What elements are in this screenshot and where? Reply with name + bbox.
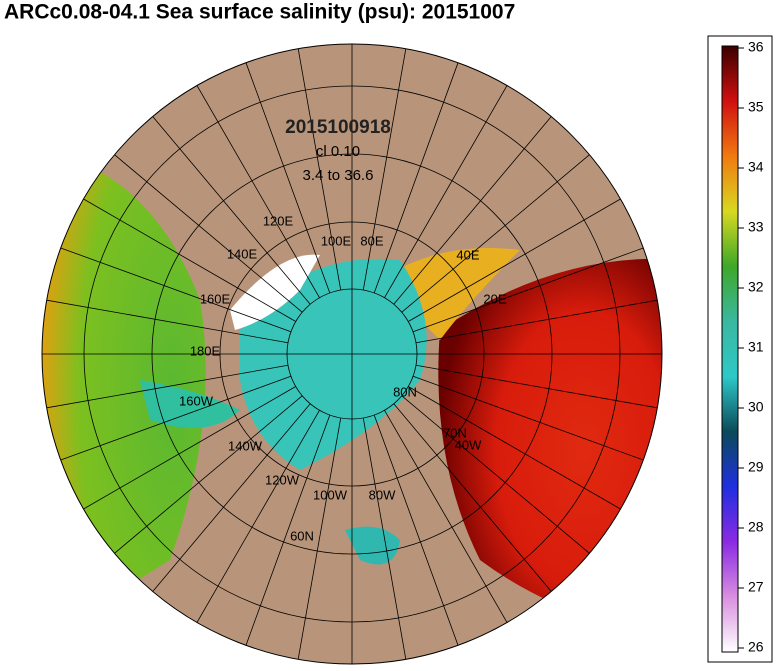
map-border <box>41 43 663 665</box>
meridians <box>42 44 662 664</box>
meridian <box>408 198 621 322</box>
colorbar-tick-label: 32 <box>748 279 764 295</box>
colorbar-frame <box>707 35 773 663</box>
meridian <box>152 403 311 592</box>
meridian <box>60 247 292 333</box>
meridian <box>297 48 342 291</box>
title: ARCc0.08-04.1 Sea surface salinity (psu)… <box>4 1 515 24</box>
colorbar-tick-label: 30 <box>748 399 764 415</box>
colorbar-ticks: 26 27 28 29 30 31 32 33 34 35 36 <box>738 39 764 655</box>
meridian <box>196 85 320 298</box>
date-label: 2015100918 <box>285 117 391 138</box>
meridian <box>362 48 407 291</box>
graticule-label: 100E <box>321 233 352 248</box>
meridian <box>412 375 644 461</box>
graticule-labels: 120E 140E 100E 80E 40E 160E 20E 180E 160W 80N 70N 1… <box>179 213 507 543</box>
meridian <box>415 299 658 344</box>
meridian <box>384 85 508 298</box>
graticule-label: 60N <box>290 528 314 543</box>
graticule-label: 80N <box>393 384 417 399</box>
meridian <box>152 116 311 305</box>
colorbar-tick-label: 35 <box>748 99 764 115</box>
colorbar-tick-label: 28 <box>748 519 764 535</box>
colorbar-tick-label: 36 <box>748 39 764 55</box>
meridian <box>114 154 303 313</box>
graticule-label: 40W <box>455 437 482 452</box>
meridian <box>245 62 331 294</box>
meridian <box>401 154 590 313</box>
graticule-label: 120E <box>263 213 294 228</box>
colorbar-tick-label: 29 <box>748 459 764 475</box>
meridian <box>114 395 303 554</box>
colorbar-tick-label: 26 <box>748 639 764 655</box>
graticule-label: 160E <box>200 291 231 306</box>
meridian <box>362 417 407 660</box>
meridian <box>60 375 292 461</box>
meridian <box>393 403 552 592</box>
graticule-label: 140E <box>227 246 258 261</box>
colorbar <box>721 45 739 653</box>
meridian <box>83 198 296 322</box>
graticule-label: 80E <box>360 233 383 248</box>
graticule-label: 120W <box>265 472 300 487</box>
contour-interval: cl 0.10 <box>316 143 360 160</box>
graticule-label: 180E <box>190 343 221 358</box>
colorbar-tick-label: 33 <box>748 219 764 235</box>
graticule-label: 140W <box>228 438 263 453</box>
meridian <box>415 364 658 409</box>
meridian <box>401 395 590 554</box>
meridian <box>408 386 621 510</box>
graticule-label: 40E <box>456 247 479 262</box>
meridian <box>245 414 331 646</box>
colorbar-tick-label: 27 <box>748 579 764 595</box>
range-label: 3.4 to 36.6 <box>303 167 374 184</box>
meridian <box>373 414 459 646</box>
colorbar-tick-label: 34 <box>748 159 764 175</box>
graticule-label: 20E <box>483 291 506 306</box>
meridian <box>46 299 289 344</box>
meridian <box>297 417 342 660</box>
meridian <box>393 116 552 305</box>
graticule-label: 70N <box>443 425 467 440</box>
meridian <box>46 364 289 409</box>
graticule-label: 100W <box>313 487 348 502</box>
meridian <box>373 62 459 294</box>
meridian <box>196 410 320 623</box>
meridian <box>412 247 644 333</box>
meridian <box>384 410 508 623</box>
meridian <box>83 386 296 510</box>
colorbar-tick-label: 31 <box>748 339 764 355</box>
graticule-label: 80W <box>369 487 396 502</box>
graticule-label: 160W <box>179 393 214 408</box>
